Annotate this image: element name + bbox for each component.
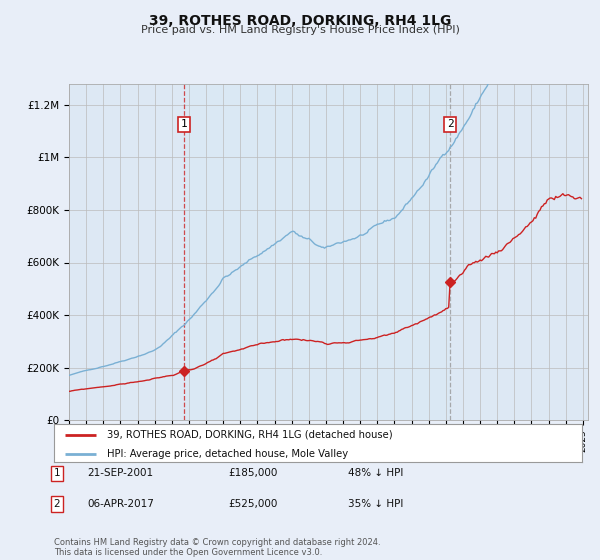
Text: 2: 2	[447, 119, 454, 129]
Text: 1: 1	[181, 119, 187, 129]
Text: £185,000: £185,000	[228, 468, 277, 478]
Text: 2: 2	[53, 499, 61, 509]
Text: 48% ↓ HPI: 48% ↓ HPI	[348, 468, 403, 478]
Text: £525,000: £525,000	[228, 499, 277, 509]
Text: 35% ↓ HPI: 35% ↓ HPI	[348, 499, 403, 509]
Text: Contains HM Land Registry data © Crown copyright and database right 2024.
This d: Contains HM Land Registry data © Crown c…	[54, 538, 380, 557]
Text: 39, ROTHES ROAD, DORKING, RH4 1LG (detached house): 39, ROTHES ROAD, DORKING, RH4 1LG (detac…	[107, 430, 392, 440]
Text: 06-APR-2017: 06-APR-2017	[87, 499, 154, 509]
Text: 39, ROTHES ROAD, DORKING, RH4 1LG: 39, ROTHES ROAD, DORKING, RH4 1LG	[149, 14, 451, 28]
Text: Price paid vs. HM Land Registry's House Price Index (HPI): Price paid vs. HM Land Registry's House …	[140, 25, 460, 35]
Text: 1: 1	[53, 468, 61, 478]
Text: HPI: Average price, detached house, Mole Valley: HPI: Average price, detached house, Mole…	[107, 449, 348, 459]
Text: 21-SEP-2001: 21-SEP-2001	[87, 468, 153, 478]
Bar	[184, 84, 450, 420]
